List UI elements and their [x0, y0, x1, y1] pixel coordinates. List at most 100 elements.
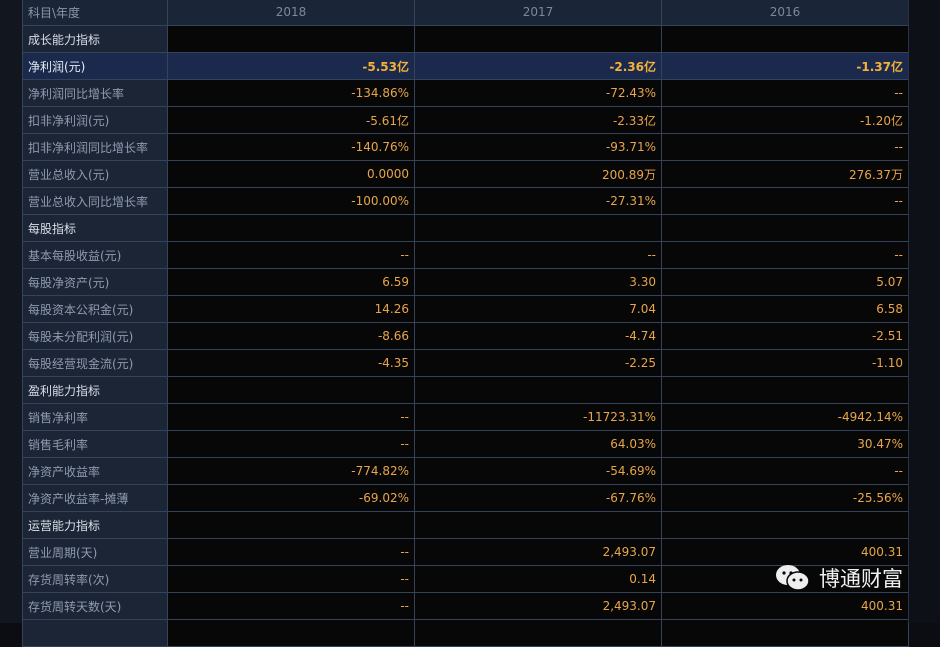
value-cell: -- — [414, 241, 662, 269]
section-row[interactable]: 运营能力指标 — [22, 511, 909, 539]
row-label: 基本每股收益(元) — [22, 241, 168, 269]
value-cell: -2.51 — [661, 322, 909, 350]
table-row[interactable]: 净资产收益率 -774.82% -54.69% -- — [22, 457, 909, 485]
value-cell: 5.07 — [661, 268, 909, 296]
value-cell: -25.56% — [661, 484, 909, 512]
row-label: 净利润同比增长率 — [22, 79, 168, 107]
value-cell: 6.59 — [167, 268, 415, 296]
table-row[interactable]: 净利润同比增长率 -134.86% -72.43% -- — [22, 79, 909, 107]
section-row[interactable]: 盈利能力指标 — [22, 376, 909, 404]
value-cell: 30.47% — [661, 430, 909, 458]
wechat-icon — [776, 565, 810, 591]
value-cell: -- — [167, 241, 415, 269]
table-row[interactable]: 每股经营现金流(元) -4.35 -2.25 -1.10 — [22, 349, 909, 377]
table-row[interactable]: 净利润(元) -5.53亿 -2.36亿 -1.37亿 — [22, 52, 909, 80]
value-cell: -4.74 — [414, 322, 662, 350]
value-cell: -2.33亿 — [414, 106, 662, 134]
table-row[interactable]: 营业总收入(元) 0.0000 200.89万 276.37万 — [22, 160, 909, 188]
value-cell: -2.25 — [414, 349, 662, 377]
value-cell — [167, 511, 415, 539]
value-cell: 2,493.07 — [414, 538, 662, 566]
value-cell: 276.37万 — [661, 160, 909, 188]
value-cell: -69.02% — [167, 484, 415, 512]
value-cell: -- — [661, 241, 909, 269]
value-cell: -5.61亿 — [167, 106, 415, 134]
value-cell: -134.86% — [167, 79, 415, 107]
section-row[interactable]: 成长能力指标 — [22, 25, 909, 53]
row-label: 每股未分配利润(元) — [22, 322, 168, 350]
row-label: 每股资本公积金(元) — [22, 295, 168, 323]
value-cell: -774.82% — [167, 457, 415, 485]
table-row[interactable]: 扣非净利润(元) -5.61亿 -2.33亿 -1.20亿 — [22, 106, 909, 134]
value-cell — [167, 214, 415, 242]
value-cell: -- — [167, 403, 415, 431]
row-label: 每股指标 — [22, 214, 168, 242]
value-cell: 2,493.07 — [414, 592, 662, 620]
row-label: 营业总收入(元) — [22, 160, 168, 188]
value-cell — [661, 214, 909, 242]
row-label: 净资产收益率 — [22, 457, 168, 485]
left-panel-edge — [0, 0, 23, 623]
row-label: 营业周期(天) — [22, 538, 168, 566]
row-label: 盈利能力指标 — [22, 376, 168, 404]
value-cell: -1.37亿 — [661, 52, 909, 80]
value-cell: 400.31 — [661, 538, 909, 566]
value-cell — [167, 376, 415, 404]
row-label: 销售毛利率 — [22, 430, 168, 458]
row-label: 每股经营现金流(元) — [22, 349, 168, 377]
table-row[interactable]: 存货周转率(次) -- 0.14 — [22, 565, 909, 593]
row-label: 净利润(元) — [22, 52, 168, 80]
value-cell — [167, 25, 415, 53]
row-label: 存货周转率(次) — [22, 565, 168, 593]
table-row[interactable]: 基本每股收益(元) -- -- -- — [22, 241, 909, 269]
value-cell: -67.76% — [414, 484, 662, 512]
value-cell: -27.31% — [414, 187, 662, 215]
value-cell — [167, 619, 415, 647]
watermark-text: 博通财富 — [819, 567, 903, 591]
watermark: 博通财富 — [775, 563, 903, 593]
value-cell — [661, 25, 909, 53]
value-cell: -- — [661, 187, 909, 215]
table-row[interactable] — [22, 619, 909, 647]
value-cell: -54.69% — [414, 457, 662, 485]
table-row[interactable]: 每股净资产(元) 6.59 3.30 5.07 — [22, 268, 909, 296]
table-row[interactable]: 每股未分配利润(元) -8.66 -4.74 -2.51 — [22, 322, 909, 350]
value-cell: -4.35 — [167, 349, 415, 377]
table-row[interactable]: 净资产收益率-摊薄 -69.02% -67.76% -25.56% — [22, 484, 909, 512]
value-cell: -- — [661, 457, 909, 485]
scrollbar-area[interactable] — [908, 0, 940, 623]
row-label: 运营能力指标 — [22, 511, 168, 539]
value-cell: 0.0000 — [167, 160, 415, 188]
value-cell: -2.36亿 — [414, 52, 662, 80]
table-row[interactable]: 每股资本公积金(元) 14.26 7.04 6.58 — [22, 295, 909, 323]
table-row[interactable]: 扣非净利润同比增长率 -140.76% -93.71% -- — [22, 133, 909, 161]
value-cell: 400.31 — [661, 592, 909, 620]
value-cell: -- — [167, 592, 415, 620]
value-cell: -1.20亿 — [661, 106, 909, 134]
value-cell: -- — [167, 565, 415, 593]
value-cell — [414, 619, 662, 647]
value-cell — [414, 214, 662, 242]
table-row[interactable]: 营业总收入同比增长率 -100.00% -27.31% -- — [22, 187, 909, 215]
header-year[interactable]: 2018 — [167, 0, 415, 26]
value-cell: -11723.31% — [414, 403, 662, 431]
row-label: 销售净利率 — [22, 403, 168, 431]
table-row[interactable]: 营业周期(天) -- 2,493.07 400.31 — [22, 538, 909, 566]
value-cell: -- — [167, 430, 415, 458]
table-row[interactable]: 销售毛利率 -- 64.03% 30.47% — [22, 430, 909, 458]
value-cell: -4942.14% — [661, 403, 909, 431]
value-cell: 14.26 — [167, 295, 415, 323]
value-cell: -140.76% — [167, 133, 415, 161]
header-label: 科目\年度 — [22, 0, 168, 26]
header-year[interactable]: 2017 — [414, 0, 662, 26]
table-row[interactable]: 销售净利率 -- -11723.31% -4942.14% — [22, 403, 909, 431]
value-cell: 3.30 — [414, 268, 662, 296]
section-row[interactable]: 每股指标 — [22, 214, 909, 242]
table-row[interactable]: 存货周转天数(天) -- 2,493.07 400.31 — [22, 592, 909, 620]
header-year[interactable]: 2016 — [661, 0, 909, 26]
value-cell — [661, 511, 909, 539]
value-cell: -1.10 — [661, 349, 909, 377]
value-cell: 6.58 — [661, 295, 909, 323]
row-label: 每股净资产(元) — [22, 268, 168, 296]
